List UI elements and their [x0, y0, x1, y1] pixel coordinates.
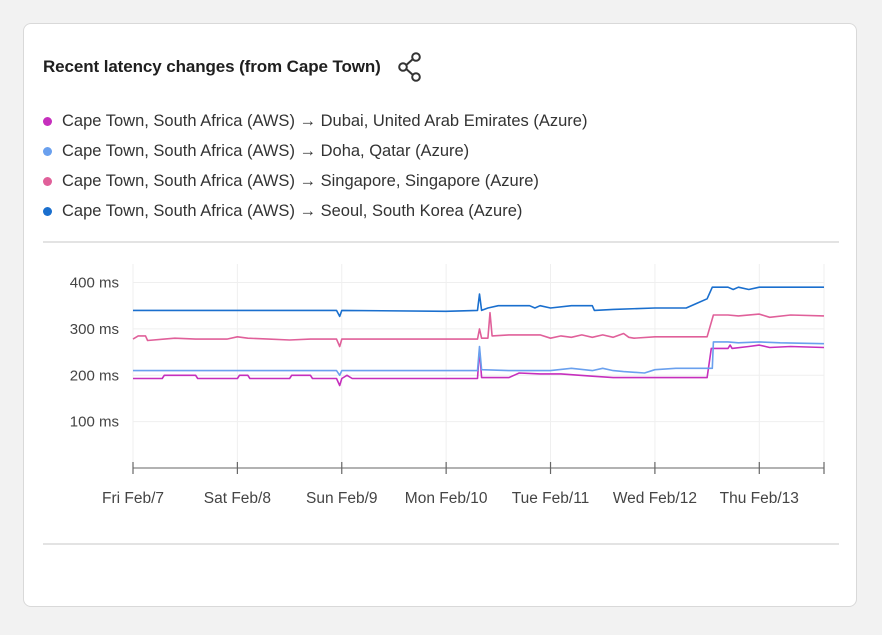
x-tick-label: Sun Feb/9: [306, 490, 378, 507]
legend-item-seoul[interactable]: Cape Town, South Africa (AWS) → Seoul, S…: [43, 196, 587, 226]
x-tick-label: Sat Feb/8: [204, 490, 271, 507]
legend-dot: [43, 146, 52, 156]
legend-item-dubai[interactable]: Cape Town, South Africa (AWS) → Dubai, U…: [43, 106, 587, 136]
chart-title: Recent latency changes (from Cape Town): [43, 57, 381, 76]
latency-line-chart: 100 ms 200 ms 300 ms 400 ms Fri Feb/7 Sat Feb…: [70, 264, 825, 507]
y-tick-label: 100 ms: [70, 414, 119, 431]
legend-dot: [43, 206, 52, 216]
x-tick-label: Fri Feb/7: [102, 490, 164, 507]
legend-item-doha[interactable]: Cape Town, South Africa (AWS) → Doha, Qa…: [43, 136, 587, 166]
chart-card: Recent latency changes (from Cape Town) …: [23, 23, 857, 607]
x-tick-label: Wed Feb/12: [613, 490, 697, 507]
series-line-3: [133, 286, 824, 318]
y-tick-label: 400 ms: [70, 275, 119, 292]
card-header: Recent latency changes (from Cape Town): [43, 52, 423, 82]
divider-top: [43, 241, 839, 243]
x-tick-label: Mon Feb/10: [405, 490, 488, 507]
legend-label: Cape Town, South Africa (AWS) → Seoul, S…: [62, 201, 523, 220]
legend-dot: [43, 116, 52, 126]
legend-label: Cape Town, South Africa (AWS) → Doha, Qa…: [62, 141, 470, 160]
legend-label: Cape Town, South Africa (AWS) → Dubai, U…: [62, 111, 588, 130]
legend-dot: [43, 176, 52, 186]
legend-item-singapore[interactable]: Cape Town, South Africa (AWS) → Singapor…: [43, 166, 587, 196]
divider-bottom: [43, 543, 839, 545]
legend-label: Cape Town, South Africa (AWS) → Singapor…: [62, 171, 539, 190]
x-tick-label: Thu Feb/13: [720, 490, 799, 507]
series-line-2: [132, 311, 825, 348]
y-tick-label: 200 ms: [70, 367, 119, 384]
series-line-1: [133, 341, 825, 377]
chart-legend: Cape Town, South Africa (AWS) → Dubai, U…: [43, 106, 587, 226]
share-icon[interactable]: [397, 52, 423, 82]
y-tick-label: 300 ms: [70, 321, 119, 338]
x-tick-label: Tue Feb/11: [512, 490, 590, 507]
